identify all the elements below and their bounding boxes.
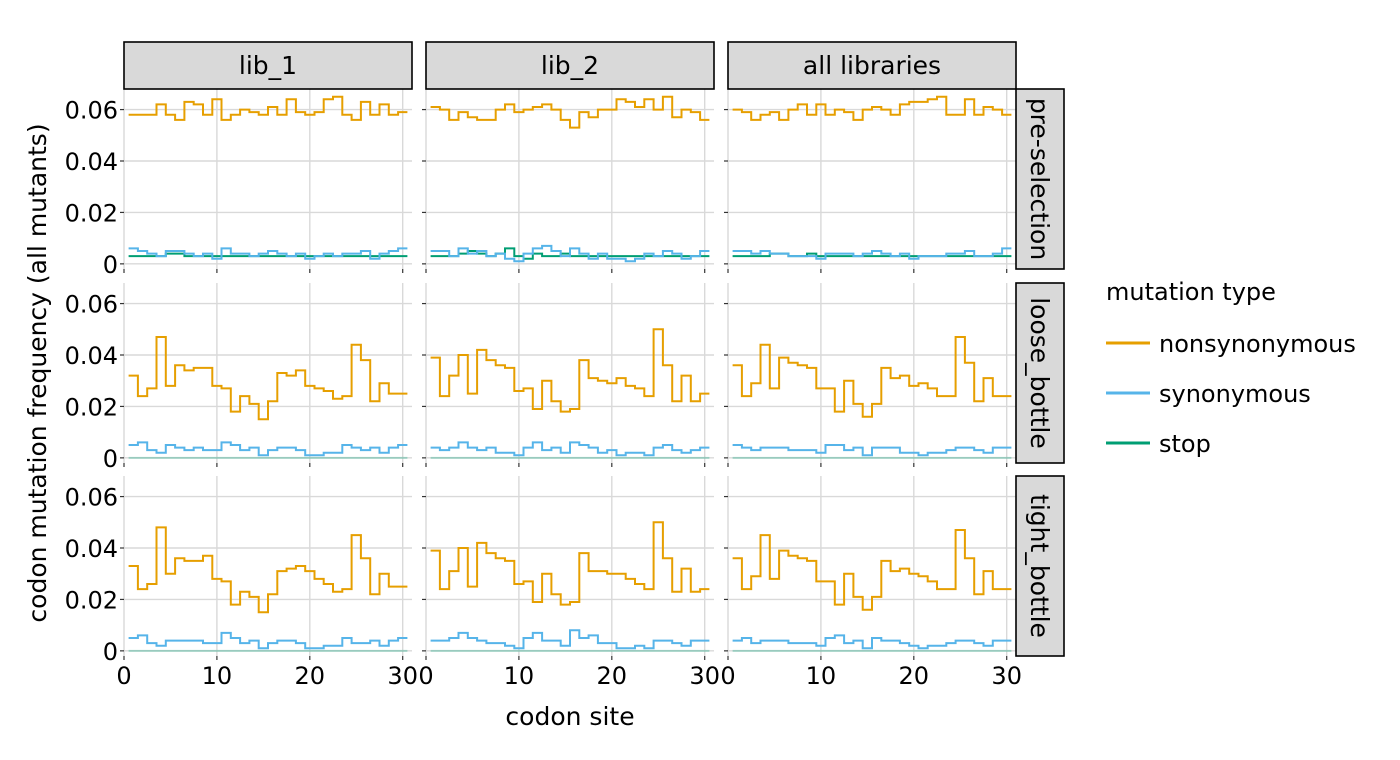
y-tick-label: 0.04 [65, 148, 118, 176]
series-line-synonymous [128, 247, 408, 260]
x-tick-label: 10 [504, 662, 535, 690]
x-tick-label: 20 [597, 662, 628, 690]
series-line-synonymous [732, 444, 1012, 457]
y-tick-label: 0.02 [65, 393, 118, 421]
panel-tight-bottle-all-libraries [727, 476, 1016, 656]
x-tick-label: 0 [720, 662, 735, 690]
panel-pre-selection-lib-2 [425, 89, 714, 269]
x-tick-label: 0 [116, 662, 131, 690]
series-line-nonsynonymous [128, 95, 408, 121]
legend-label-nonsynonymous: nonsynonymous [1159, 330, 1356, 358]
series-line-nonsynonymous [430, 328, 710, 413]
panel-loose-bottle-lib-1 [123, 283, 412, 463]
y-tick-label: 0 [103, 251, 118, 279]
y-tick-label: 0.04 [65, 535, 118, 563]
x-tick-label: 10 [806, 662, 837, 690]
panel-loose-bottle-all-libraries [727, 283, 1016, 463]
y-tick-label: 0.06 [65, 291, 118, 319]
panels-layer [123, 89, 1016, 656]
y-tick-label: 0 [103, 445, 118, 473]
x-tick-label: 20 [899, 662, 930, 690]
row-strip-pre-selection [1015, 88, 1065, 270]
column-strip-label: lib_1 [239, 51, 297, 80]
y-tick-label: 0.02 [65, 199, 118, 227]
row-strip-tight-bottle [1015, 475, 1065, 657]
row-strip-label: pre-selection [1025, 98, 1054, 260]
panel-tight-bottle-lib-2 [425, 476, 714, 656]
panel-loose-bottle-lib-2 [425, 283, 714, 463]
y-tick-label: 0.04 [65, 342, 118, 370]
series-line-synonymous [430, 244, 710, 263]
series-line-nonsynonymous [732, 95, 1012, 121]
series-line-synonymous [128, 631, 408, 650]
row-strip-label: tight_bottle [1025, 494, 1054, 638]
series-line-nonsynonymous [430, 95, 710, 129]
series-line-nonsynonymous [732, 336, 1012, 418]
series-line-nonsynonymous [128, 526, 408, 614]
row-strip-loose-bottle [1015, 282, 1065, 464]
y-axis-title: codon mutation frequency (all mutants) [23, 123, 52, 622]
panel-pre-selection-all-libraries [727, 89, 1016, 269]
column-strip-label: all libraries [803, 51, 941, 80]
legend-label-synonymous: synonymous [1159, 380, 1311, 408]
series-line-nonsynonymous [732, 529, 1012, 611]
series-line-synonymous [430, 629, 710, 650]
column-strip-label: lib_2 [541, 51, 599, 80]
panel-tight-bottle-lib-1 [123, 476, 412, 656]
panel-pre-selection-lib-1 [123, 89, 412, 269]
column-strip-lib-2 [425, 41, 715, 90]
x-tick-label: 20 [295, 662, 326, 690]
y-tick-label: 0.06 [65, 484, 118, 512]
x-axis-title: codon site [505, 702, 634, 731]
x-tick-label: 0 [418, 662, 433, 690]
series-line-synonymous [430, 441, 710, 457]
axes-layer: 0 0.02 0.04 0.06 0 0.02 0.04 0.06 0 0.02 0.04 0.06 0… [65, 97, 1022, 690]
x-tick-label: 10 [202, 662, 233, 690]
y-tick-label: 0.06 [65, 97, 118, 125]
x-tick-label: 30 [387, 662, 418, 690]
y-tick-label: 0.02 [65, 586, 118, 614]
x-tick-label: 30 [991, 662, 1022, 690]
series-line-nonsynonymous [128, 336, 408, 421]
series-line-synonymous [128, 441, 408, 457]
legend-label-stop: stop [1159, 430, 1211, 458]
column-strip-all-libraries [727, 41, 1017, 90]
legend-title: mutation type [1106, 278, 1276, 306]
y-tick-label: 0 [103, 638, 118, 666]
series-line-synonymous [732, 247, 1012, 260]
column-strip-lib-1 [123, 41, 413, 90]
row-strip-label: loose_bottle [1025, 297, 1054, 449]
x-tick-label: 30 [689, 662, 720, 690]
series-line-synonymous [732, 634, 1012, 650]
legend: mutation type nonsynonymous synonymous sto… [1106, 278, 1356, 458]
strips-layer: lib_1 lib_2 all libraries pre-selection loos… [123, 41, 1065, 657]
series-line-nonsynonymous [430, 521, 710, 606]
